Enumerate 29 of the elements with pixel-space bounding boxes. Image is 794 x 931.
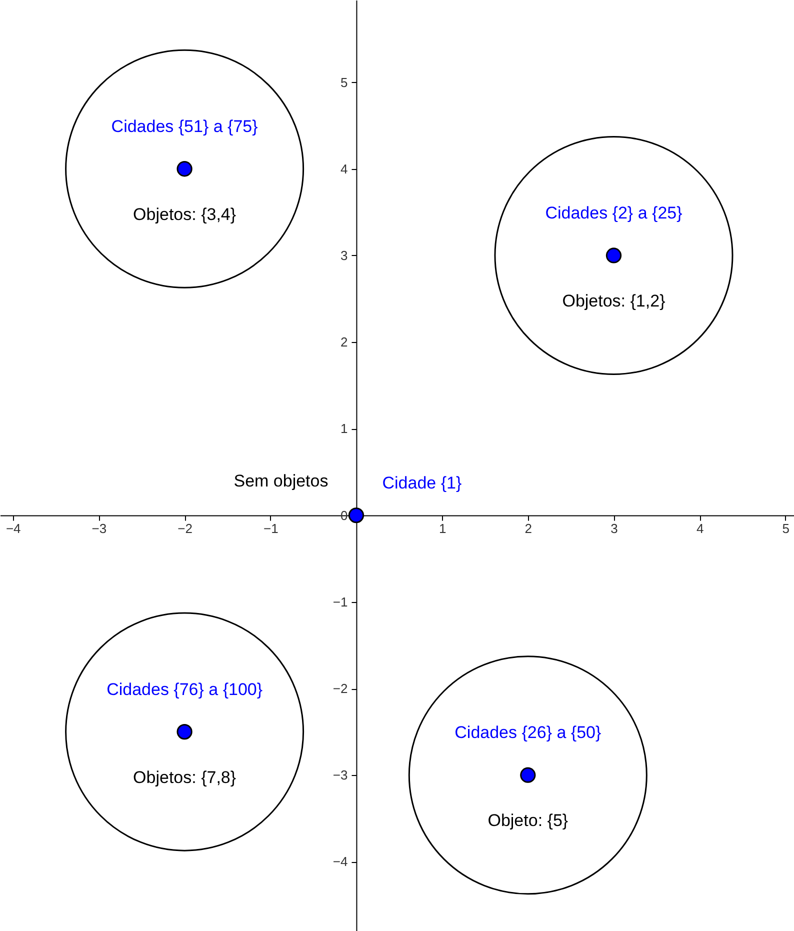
y-tick-label: −2 (332, 681, 348, 696)
x-tick-label: −1 (263, 520, 278, 536)
annotation: Objetos: {7,8} (133, 768, 236, 787)
x-tick-label: 1 (438, 520, 446, 536)
series-label: Cidade {1} (382, 473, 462, 492)
y-tick-label: −3 (332, 768, 348, 783)
y-tick-label: 2 (340, 334, 348, 350)
y-tick-label: −1 (332, 594, 348, 610)
text: Cidades {76} a {100} (106, 680, 263, 699)
text: Cidades {26} a {50} (454, 723, 602, 742)
annotation: Sem objetos (234, 471, 328, 490)
annotation: Objetos: {1,2} (562, 291, 666, 310)
x-tick-label: 2 (524, 520, 532, 536)
x-tick-label: −4 (6, 520, 21, 536)
y-tick-label: −4 (332, 854, 348, 870)
y-tick-label: 4 (340, 161, 348, 176)
y-tick-label: 5 (340, 74, 348, 90)
text: Cidades {51} a {75} (111, 116, 258, 136)
x-tick-label: −2 (178, 520, 192, 536)
y-tick-label: 1 (340, 421, 348, 436)
x-tick-label: 5 (782, 520, 790, 536)
annotation: Objeto: {5} (488, 811, 568, 830)
x-tick-label: −3 (92, 520, 107, 536)
x-tick-label: 4 (696, 520, 704, 536)
text: Cidades {2} a {25} (545, 203, 683, 222)
point (348, 507, 364, 524)
annotation: Objetos: {3,4} (133, 204, 236, 224)
x-tick-label: 3 (610, 520, 618, 536)
y-tick-label: 3 (340, 248, 348, 263)
